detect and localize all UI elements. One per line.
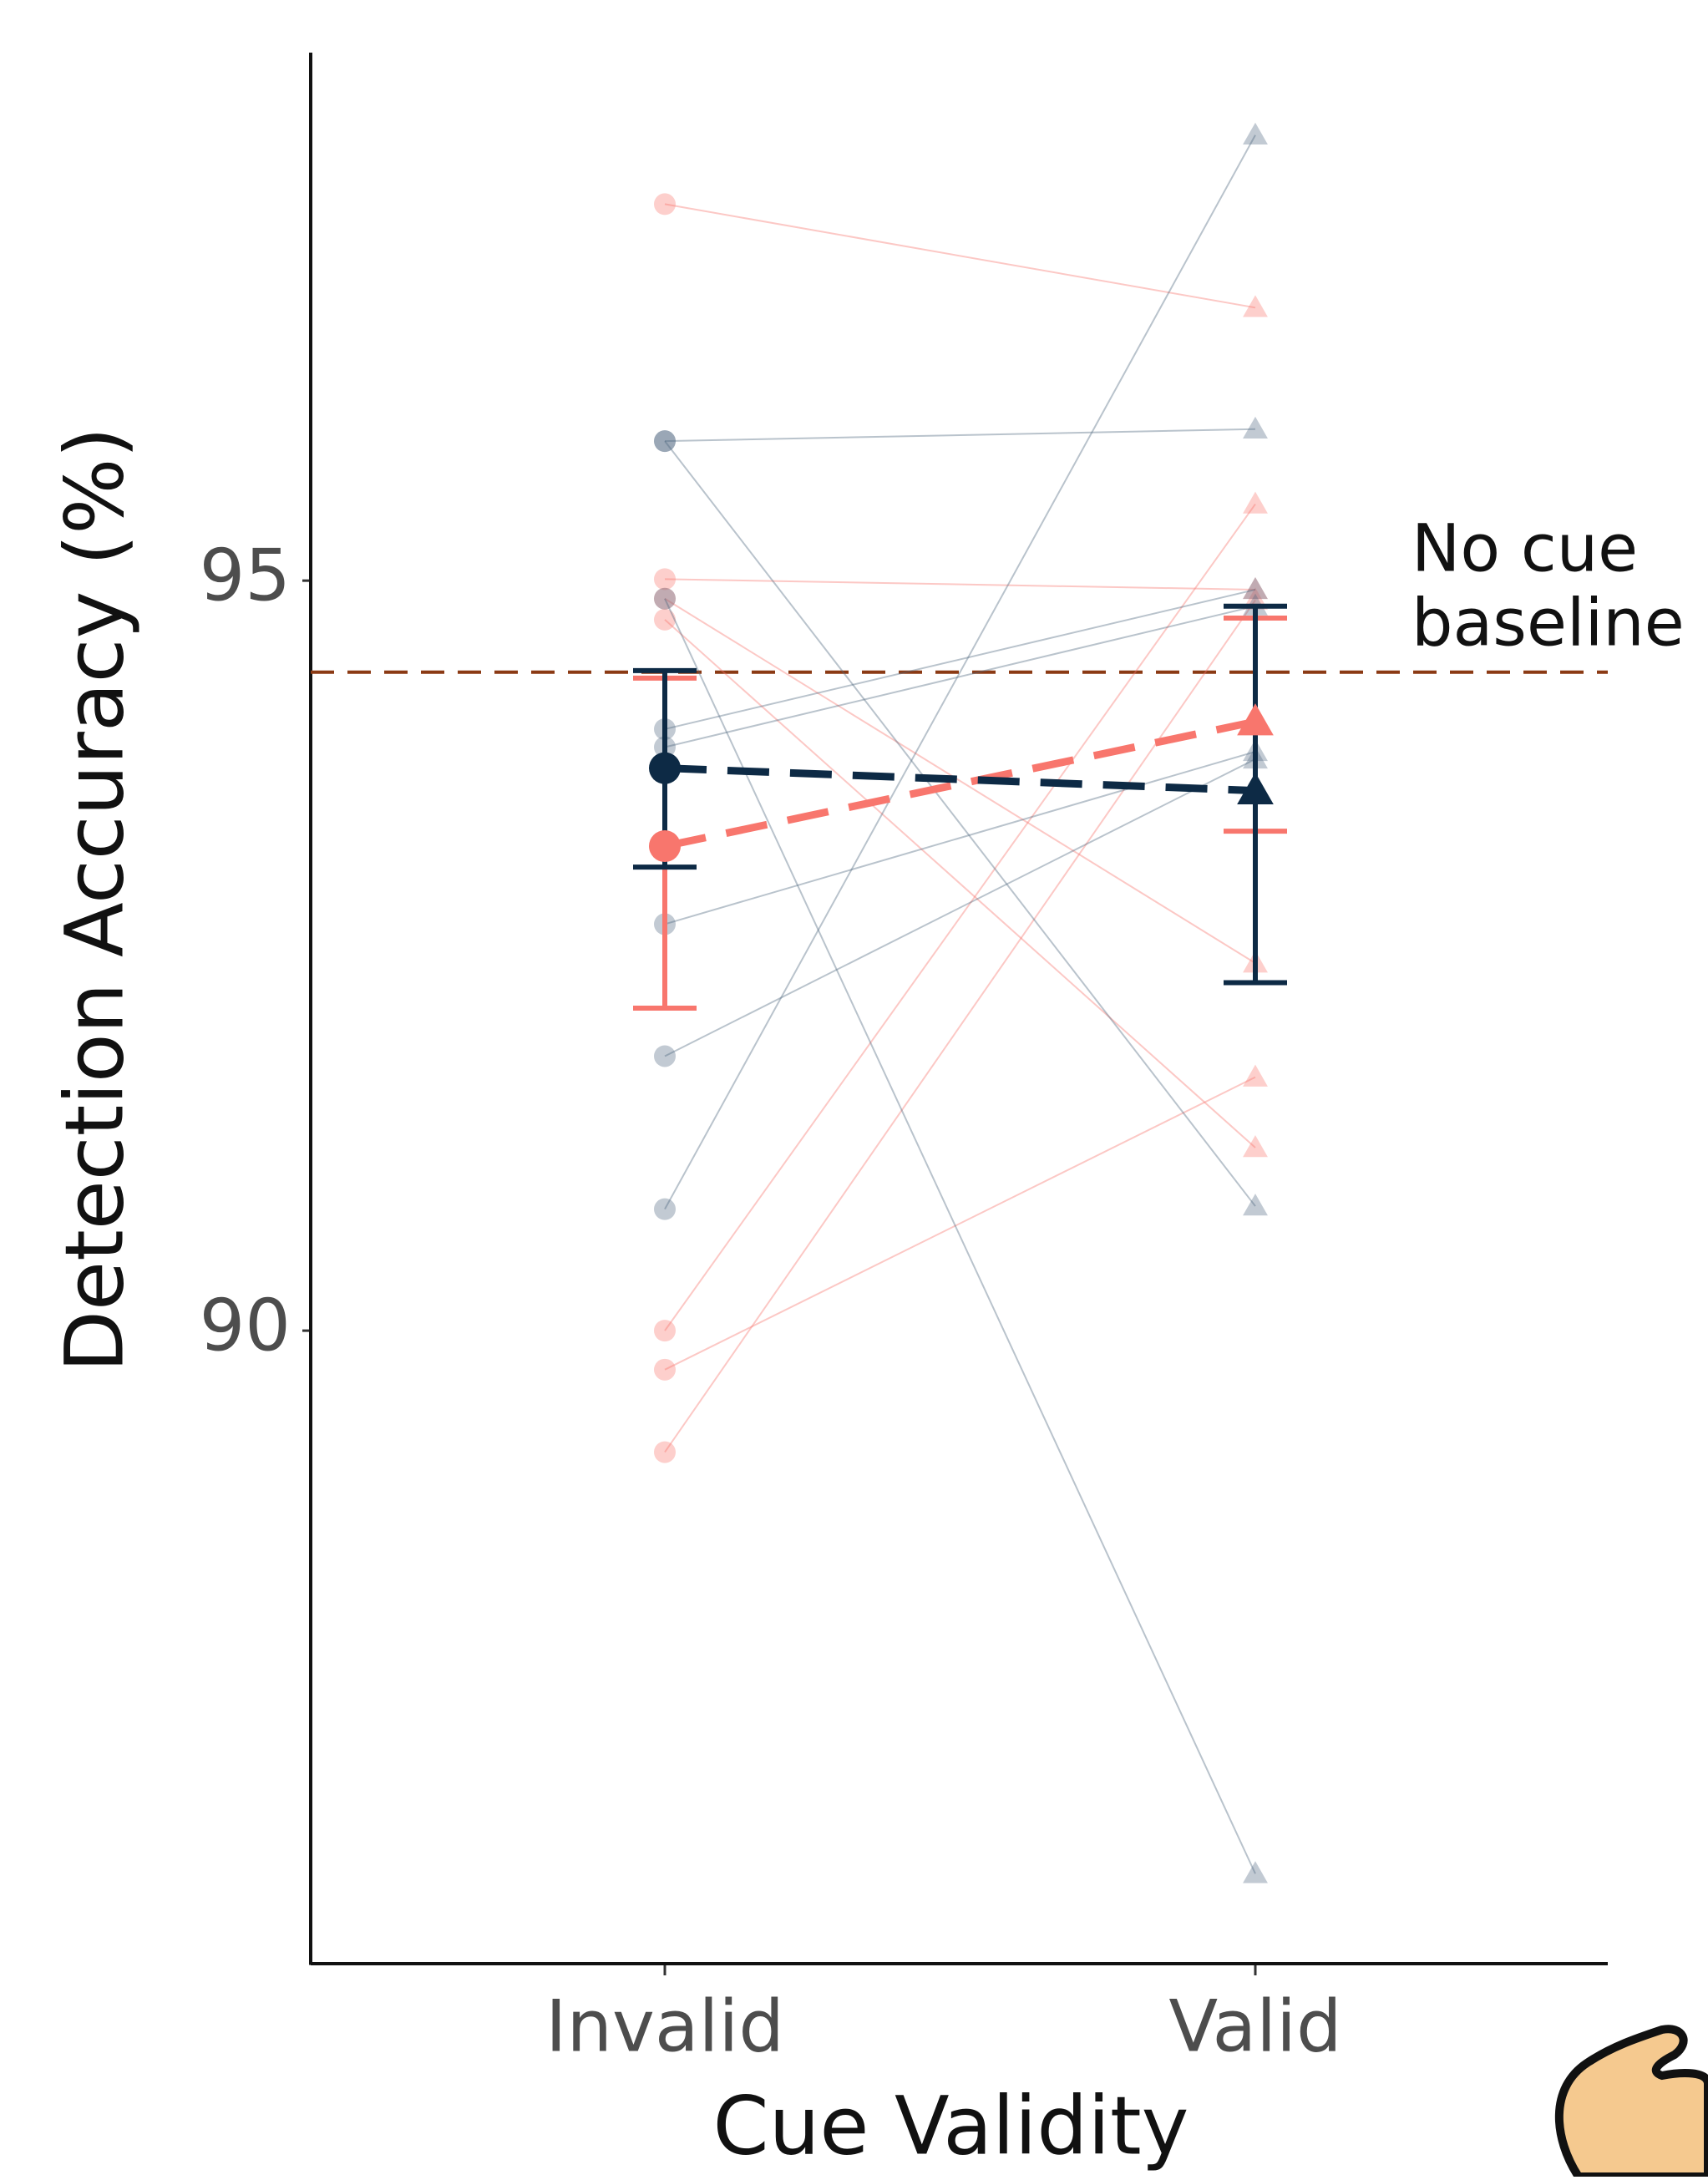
hand-icon (1554, 2025, 1708, 2180)
subject-line (664, 503, 1256, 1331)
mean-line (664, 717, 1256, 850)
subject-point (654, 1198, 676, 1220)
mean-point (649, 752, 681, 784)
mean-point (1237, 772, 1274, 804)
subject-point (1243, 576, 1268, 600)
subject-point (654, 587, 676, 610)
subject-line (664, 203, 1256, 309)
y-tick-label: 95 (200, 535, 291, 618)
subject-point (1243, 1064, 1268, 1087)
subject-line (664, 428, 1256, 443)
x-axis-title: Cue Validity (713, 2079, 1189, 2172)
subject-point (654, 193, 676, 215)
subject-line (664, 597, 1256, 964)
subject-line (664, 599, 1256, 1453)
subject-line (664, 578, 1256, 591)
subject-point (654, 1045, 676, 1067)
subject-point (654, 430, 676, 453)
subject-line (664, 134, 1256, 1210)
subject-point (1243, 416, 1268, 439)
subject-point (654, 1441, 676, 1463)
x-tick-label: Invalid (545, 1985, 784, 2068)
mean-line (664, 764, 1256, 795)
mean-point (1237, 703, 1274, 736)
x-tick-label: Valid (1168, 1985, 1341, 2068)
subject-point (1243, 1861, 1268, 1883)
y-tick-label: 90 (200, 1285, 291, 1368)
subject-line (664, 750, 1256, 925)
baseline-label: baseline (1412, 586, 1685, 661)
baseline-label: No cue (1412, 511, 1638, 586)
subject-point (1243, 295, 1268, 317)
subject-point (1243, 491, 1268, 514)
subject-point (1243, 576, 1268, 600)
subject-point (654, 1358, 676, 1381)
subject-point (1243, 122, 1268, 144)
subject-point (654, 1320, 676, 1342)
subject-point (654, 568, 676, 591)
subject-point (654, 430, 676, 453)
hand-shape (1554, 2025, 1708, 2180)
subject-line (664, 598, 1256, 1874)
subject-line (664, 619, 1256, 1148)
subject-point (654, 587, 676, 610)
subject-line (664, 1076, 1256, 1371)
mean-point (649, 830, 681, 863)
subject-line (664, 588, 1256, 730)
subject-point (1243, 1135, 1268, 1158)
subject-line (664, 440, 1256, 1207)
subject-point (1243, 1194, 1268, 1216)
subject-line (664, 605, 1256, 748)
subject-point (654, 608, 676, 631)
subject-line (664, 758, 1256, 1057)
y-axis-title: Detection Accuracy (%) (48, 427, 141, 1372)
